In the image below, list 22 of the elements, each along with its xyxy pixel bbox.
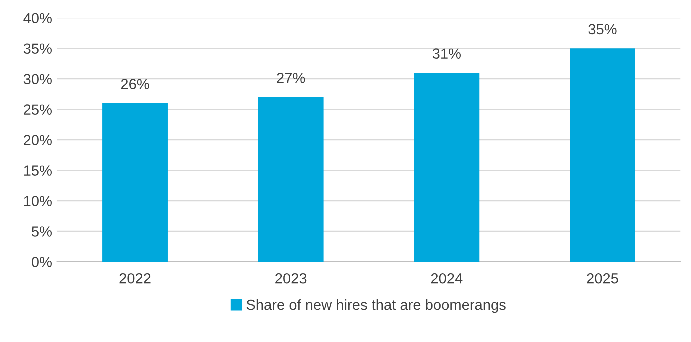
y-tick-label: 40%: [24, 13, 52, 24]
legend-label: Share of new hires that are boomerangs: [246, 299, 506, 314]
data-label: 31%: [432, 48, 461, 59]
bar: [258, 97, 324, 262]
y-tick-label: 10%: [24, 196, 52, 206]
x-tick-label: 2022: [120, 273, 151, 284]
bar: [102, 103, 168, 262]
data-label: 35%: [588, 24, 617, 35]
x-tick-label: 2025: [587, 273, 618, 284]
data-label: 26%: [121, 79, 150, 90]
y-tick-label: 30%: [24, 74, 52, 85]
x-tick-label: 2023: [276, 273, 307, 284]
y-tick-label: 20%: [24, 135, 52, 146]
y-tick-label: 0%: [32, 257, 52, 268]
data-label: 27%: [277, 73, 306, 84]
y-tick-label: 25%: [24, 104, 52, 115]
y-tick-label: 35%: [24, 44, 52, 54]
y-tick-label: 15%: [24, 166, 52, 176]
y-tick-label: 5%: [32, 226, 52, 237]
bar: [570, 48, 636, 262]
x-tick-label: 2024: [431, 273, 463, 284]
bar: [414, 72, 480, 262]
